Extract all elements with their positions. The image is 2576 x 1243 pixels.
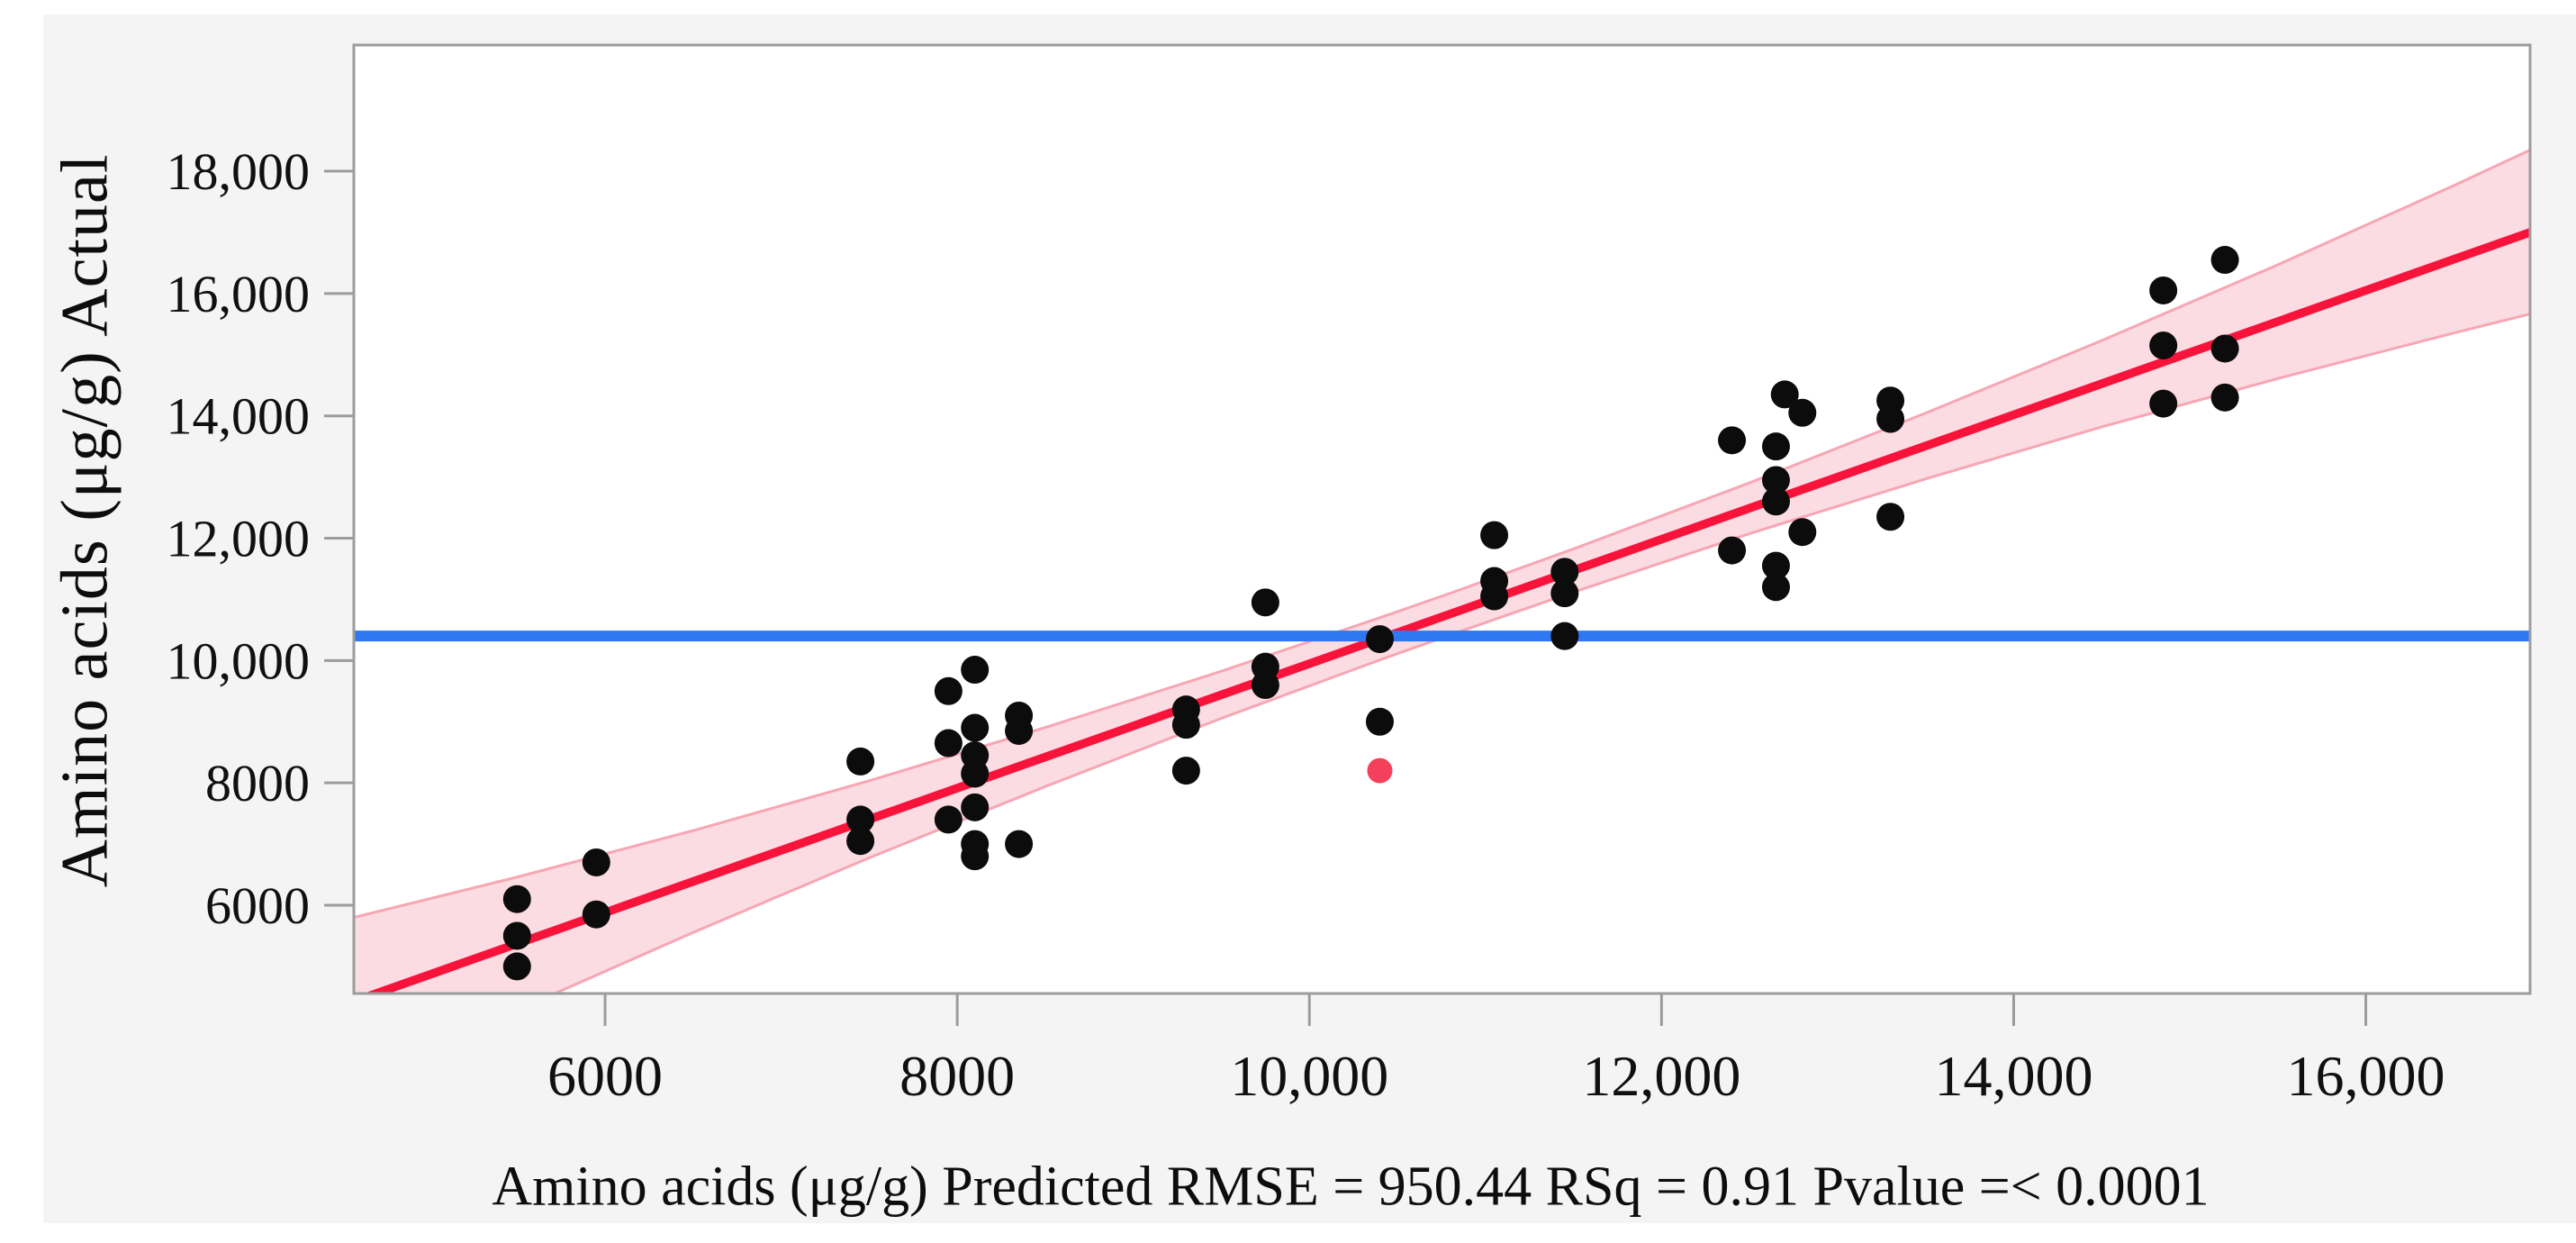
fit-line <box>363 228 2530 993</box>
y-tick-label: 6000 <box>205 876 310 935</box>
y-tick-label: 8000 <box>205 754 310 812</box>
data-point[interactable] <box>1005 716 1034 745</box>
data-point[interactable] <box>1761 432 1790 461</box>
data-point[interactable] <box>846 827 875 856</box>
data-point[interactable] <box>961 656 990 685</box>
data-point[interactable] <box>1876 503 1905 531</box>
data-point[interactable] <box>961 759 990 788</box>
data-point[interactable] <box>1876 404 1905 433</box>
data-point[interactable] <box>502 885 531 913</box>
data-point[interactable] <box>1171 711 1200 739</box>
x-tick-label: 10,000 <box>1230 1044 1388 1108</box>
data-point[interactable] <box>1718 426 1747 455</box>
data-point[interactable] <box>1480 521 1509 549</box>
data-point[interactable] <box>1480 582 1509 611</box>
confidence-band <box>354 150 2530 993</box>
outlier-point[interactable] <box>1367 758 1393 784</box>
x-axis-caption: Amino acids (μg/g) Predicted RMSE = 950.… <box>492 1156 2210 1218</box>
data-point[interactable] <box>934 729 963 758</box>
data-point[interactable] <box>846 805 875 834</box>
data-point[interactable] <box>2149 276 2178 304</box>
data-point[interactable] <box>582 900 610 929</box>
data-point[interactable] <box>934 805 963 834</box>
data-point[interactable] <box>582 848 610 876</box>
data-point[interactable] <box>2210 383 2239 412</box>
data-point[interactable] <box>1005 830 1034 858</box>
y-axis-title: Amino acids (μg/g) Actual <box>48 153 122 888</box>
data-point[interactable] <box>1761 573 1790 602</box>
data-point[interactable] <box>1365 625 1394 654</box>
data-point[interactable] <box>961 713 990 742</box>
y-tick-label: 18,000 <box>167 142 311 201</box>
confidence-band-upper-edge <box>354 149 2530 920</box>
data-point[interactable] <box>2210 334 2239 363</box>
data-point[interactable] <box>502 952 531 981</box>
x-tick-label: 16,000 <box>2287 1044 2445 1108</box>
data-point[interactable] <box>1365 707 1394 736</box>
data-point[interactable] <box>1770 380 1799 409</box>
y-tick-label: 14,000 <box>167 387 311 446</box>
x-tick-label: 6000 <box>547 1044 663 1108</box>
data-point[interactable] <box>1550 579 1579 608</box>
data-point[interactable] <box>1718 536 1747 565</box>
data-point[interactable] <box>1251 671 1279 700</box>
data-point[interactable] <box>1550 622 1579 650</box>
y-tick-label: 10,000 <box>167 631 311 690</box>
x-tick-label: 14,000 <box>1934 1044 2092 1108</box>
data-point[interactable] <box>1761 487 1790 516</box>
data-point[interactable] <box>1251 588 1279 617</box>
data-point[interactable] <box>1788 398 1817 427</box>
x-tick-label: 12,000 <box>1582 1044 1740 1108</box>
data-point[interactable] <box>2149 389 2178 418</box>
data-point[interactable] <box>1171 757 1200 785</box>
data-point[interactable] <box>961 793 990 821</box>
y-tick-label: 12,000 <box>167 510 311 568</box>
data-point[interactable] <box>1788 518 1817 547</box>
data-point[interactable] <box>961 842 990 871</box>
data-point[interactable] <box>502 921 531 950</box>
data-point[interactable] <box>846 747 875 776</box>
data-point[interactable] <box>934 676 963 705</box>
plot-frame <box>352 43 2532 995</box>
data-point[interactable] <box>1550 558 1579 586</box>
data-point[interactable] <box>2210 246 2239 275</box>
x-tick-label: 8000 <box>899 1044 1015 1108</box>
data-point[interactable] <box>1761 551 1790 580</box>
y-tick-label: 16,000 <box>167 265 311 323</box>
data-point[interactable] <box>1761 466 1790 494</box>
data-point[interactable] <box>2149 331 2178 360</box>
